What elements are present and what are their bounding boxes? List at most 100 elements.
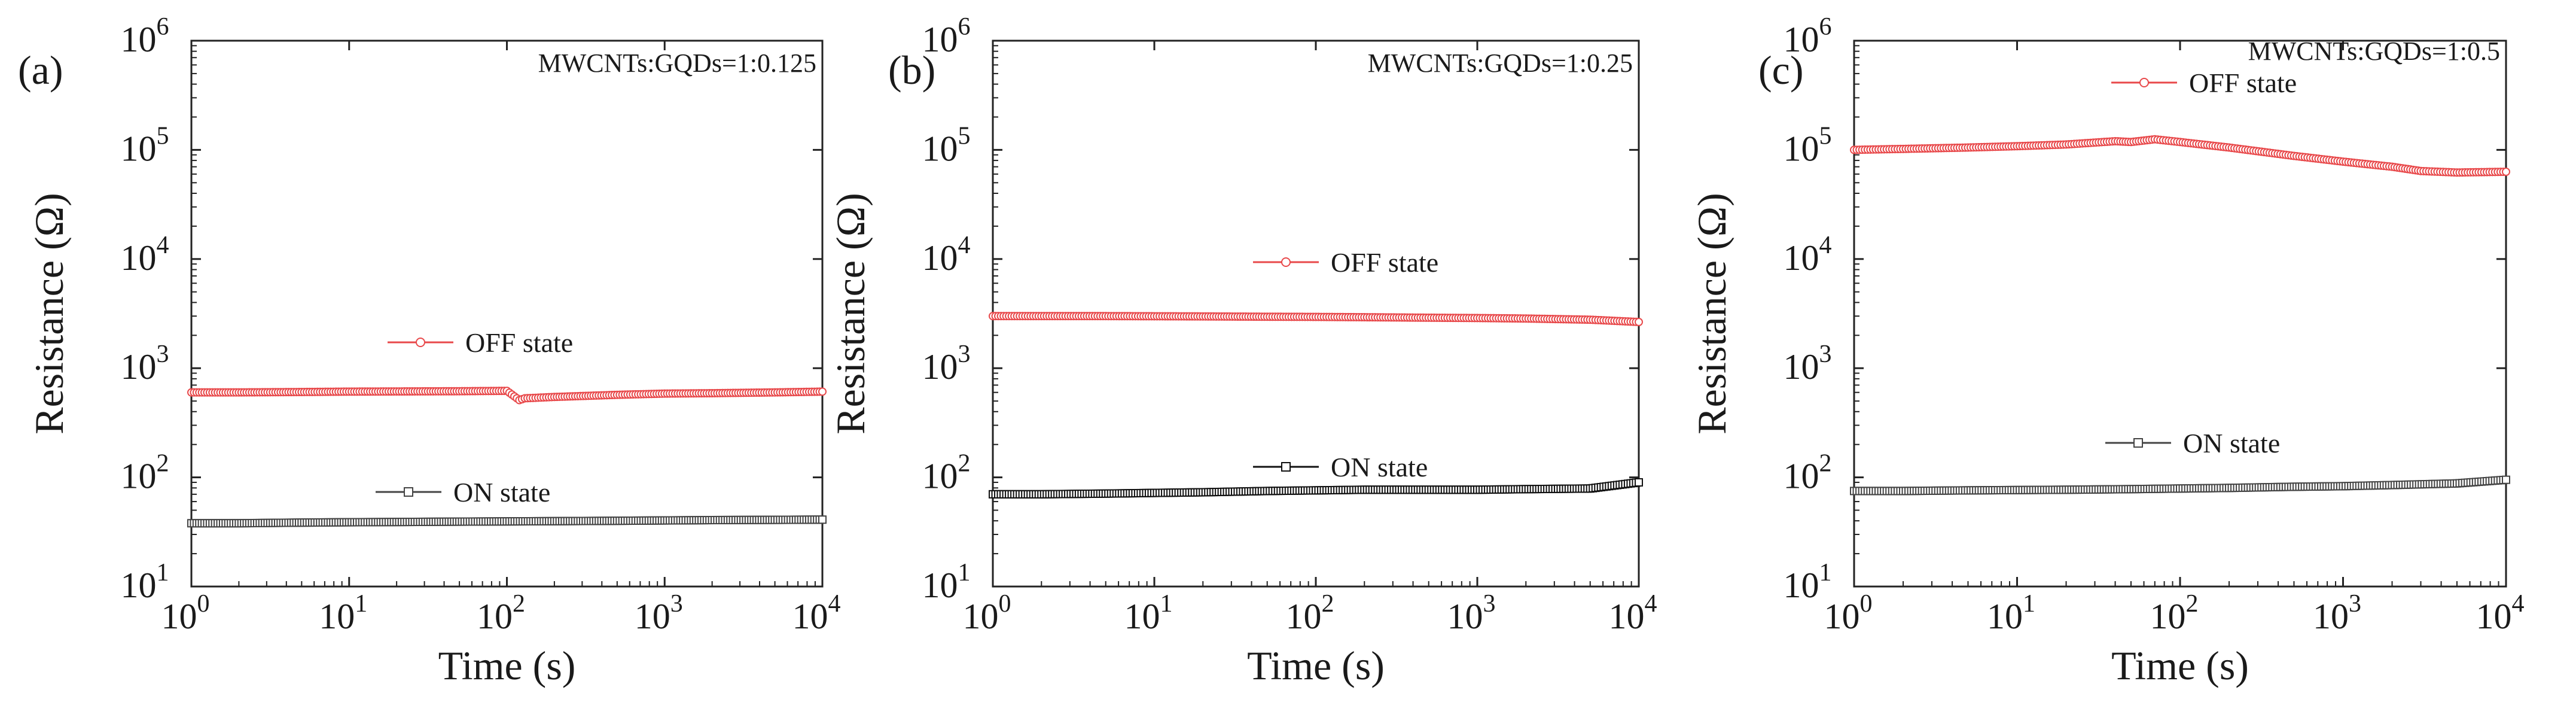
x-tick-label: 104 (1609, 590, 1657, 636)
y-tick-exponent: 6 (958, 13, 971, 41)
x-tick-label: 102 (1286, 590, 1334, 636)
legend-label: ON state (2183, 428, 2280, 458)
series-on-state (187, 515, 827, 528)
x-tick-base: 10 (1286, 597, 1322, 636)
y-tick-exponent: 2 (1819, 450, 1832, 478)
x-tick-exponent: 0 (1860, 590, 1873, 618)
x-tick-exponent: 2 (513, 590, 525, 618)
x-tick-label: 103 (2313, 590, 2361, 636)
y-tick-base: 10 (1784, 20, 1819, 59)
data-point (2502, 475, 2510, 484)
panel-label: (a) (18, 47, 63, 93)
data-point (1635, 317, 1643, 326)
x-tick-label: 101 (319, 590, 367, 636)
x-tick-exponent: 0 (999, 590, 1011, 618)
x-tick-exponent: 1 (355, 590, 367, 618)
x-tick-exponent: 4 (1645, 590, 1657, 618)
y-axis-title: Resistance (Ω) (828, 193, 873, 435)
series-off-state (187, 387, 827, 405)
y-tick-exponent: 2 (958, 450, 971, 478)
x-tick-label: 102 (477, 590, 525, 636)
legend-entry: ON state (2105, 428, 2280, 458)
y-tick-base: 10 (1784, 347, 1819, 387)
data-point (2502, 168, 2510, 177)
legend-marker (2133, 438, 2143, 448)
y-tick-label: 103 (121, 341, 169, 387)
x-tick-base: 10 (477, 597, 513, 636)
x-tick-exponent: 4 (2512, 590, 2525, 618)
legend-entry: OFF state (1253, 247, 1438, 278)
x-tick-base: 10 (1124, 597, 1160, 636)
y-tick-exponent: 1 (1819, 559, 1832, 587)
y-tick-exponent: 6 (157, 13, 169, 41)
y-tick-base: 10 (121, 20, 157, 59)
x-tick-base: 10 (1609, 597, 1645, 636)
x-tick-exponent: 3 (2349, 590, 2361, 618)
legend-label: ON state (453, 477, 550, 508)
y-tick-label: 105 (1784, 122, 1832, 168)
y-tick-label: 101 (121, 559, 169, 605)
legend-entry: OFF state (2111, 68, 2297, 98)
legend-marker (1281, 257, 1291, 267)
y-tick-base: 10 (121, 129, 157, 168)
y-tick-base: 10 (1784, 457, 1819, 496)
x-tick-base: 10 (2313, 597, 2349, 636)
x-tick-base: 10 (2476, 597, 2512, 636)
x-tick-label: 100 (161, 590, 210, 636)
y-tick-base: 10 (1784, 566, 1819, 605)
x-tick-label: 101 (1124, 590, 1173, 636)
x-tick-label: 104 (2476, 590, 2525, 636)
x-tick-base: 10 (319, 597, 355, 636)
data-point (818, 515, 827, 524)
y-tick-label: 106 (121, 13, 169, 59)
series-off-state (1850, 135, 2510, 177)
x-axis-title: Time (s) (1247, 643, 1385, 688)
y-tick-base: 10 (922, 347, 958, 387)
x-axis-title: Time (s) (2111, 643, 2249, 688)
y-tick-label: 106 (922, 13, 971, 59)
y-tick-exponent: 5 (958, 122, 971, 150)
x-tick-exponent: 1 (1160, 590, 1173, 618)
legend-entry: ON state (376, 477, 550, 508)
plot-frame (1853, 40, 2507, 588)
legend-marker (2139, 78, 2149, 87)
y-tick-exponent: 5 (1819, 122, 1832, 150)
x-axis-title: Time (s) (438, 643, 576, 688)
y-tick-label: 101 (922, 559, 971, 605)
series-off-state (989, 312, 1643, 326)
y-tick-base: 10 (922, 129, 958, 168)
x-tick-exponent: 2 (1322, 590, 1334, 618)
legend-entry: ON state (1253, 452, 1428, 482)
legend-marker (1281, 462, 1291, 472)
legend-entry: OFF state (388, 327, 573, 358)
y-tick-label: 104 (121, 232, 169, 278)
x-tick-base: 10 (1447, 597, 1483, 636)
x-tick-exponent: 4 (828, 590, 841, 618)
y-tick-base: 10 (1784, 129, 1819, 168)
y-tick-base: 10 (121, 347, 157, 387)
x-tick-base: 10 (792, 597, 828, 636)
y-tick-exponent: 6 (1819, 13, 1832, 41)
x-tick-label: 101 (1987, 590, 2035, 636)
x-tick-label: 100 (963, 590, 1011, 636)
x-tick-exponent: 1 (2023, 590, 2035, 618)
series-on-state (1850, 475, 2510, 496)
x-tick-label: 102 (2150, 590, 2199, 636)
y-tick-base: 10 (121, 566, 157, 605)
legend-label: OFF state (465, 327, 573, 358)
y-tick-label: 106 (1784, 13, 1832, 59)
x-tick-label: 103 (1447, 590, 1496, 636)
x-tick-exponent: 0 (197, 590, 210, 618)
x-tick-exponent: 3 (1483, 590, 1496, 618)
legend-label: ON state (1331, 452, 1428, 482)
panel-label: (c) (1758, 47, 1803, 93)
y-tick-base: 10 (922, 457, 958, 496)
y-tick-exponent: 4 (157, 232, 169, 259)
y-tick-exponent: 2 (157, 450, 169, 478)
y-tick-exponent: 3 (1819, 341, 1832, 368)
data-point (818, 387, 827, 396)
